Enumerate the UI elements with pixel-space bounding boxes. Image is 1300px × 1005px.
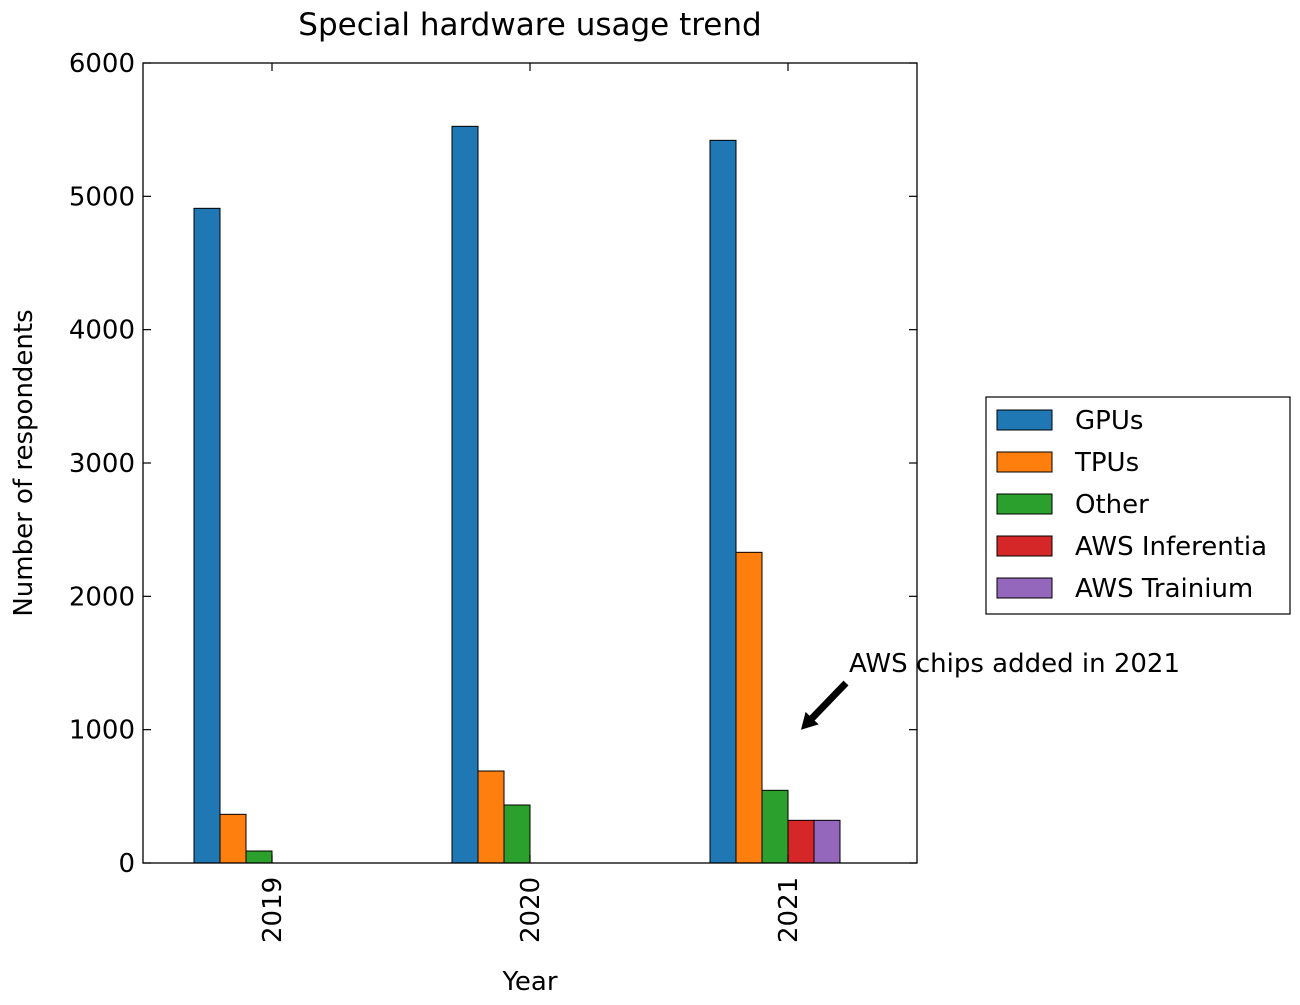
bar-tpus-2019 xyxy=(219,813,247,864)
bar-gpus-2021 xyxy=(709,139,737,864)
legend: GPUs TPUs Other AWS Inferentia AWS Trainium xyxy=(985,396,1291,615)
bar-aws-inferentia-2021 xyxy=(787,819,815,864)
y-tick-label: 3000 xyxy=(69,449,135,479)
bar-tpus-2020 xyxy=(477,770,505,864)
bar-aws-trainium-2021 xyxy=(813,819,841,864)
annotation-text: AWS chips added in 2021 xyxy=(849,649,1180,679)
legend-label-aws-trainium: AWS Trainium xyxy=(1075,574,1253,604)
y-tick-label: 4000 xyxy=(69,316,135,346)
annotation: AWS chips added in 2021 xyxy=(801,649,1180,730)
bar-other-2021 xyxy=(761,789,789,864)
annotation-arrow xyxy=(801,680,849,730)
legend-swatch-tpus xyxy=(996,451,1053,473)
plot-frame xyxy=(142,62,918,864)
bar-gpus-2020 xyxy=(451,125,479,864)
bars-layer xyxy=(193,125,841,864)
y-axis-label: Number of respondents xyxy=(9,309,39,616)
y-tick-label: 5000 xyxy=(69,182,135,212)
y-tick-label: 1000 xyxy=(69,716,135,746)
x-tick-label: 2021 xyxy=(774,877,804,943)
legend-swatch-other xyxy=(996,493,1053,515)
x-tick-label: 2019 xyxy=(258,877,288,943)
ticks-layer: 0 1000 2000 3000 4000 5000 6000 2019 2020 2021 xyxy=(69,49,917,943)
chart-title: Special hardware usage trend xyxy=(298,7,761,43)
bar-other-2020 xyxy=(503,804,531,864)
legend-label-tpus: TPUs xyxy=(1074,448,1139,478)
x-axis-label: Year xyxy=(501,967,557,997)
x-tick-label: 2020 xyxy=(516,877,546,943)
y-tick-label: 0 xyxy=(118,849,135,879)
bar-gpus-2019 xyxy=(193,207,221,864)
legend-label-other: Other xyxy=(1075,490,1149,520)
bar-other-2019 xyxy=(245,850,273,864)
legend-label-aws-inferentia: AWS Inferentia xyxy=(1075,532,1267,562)
legend-label-gpus: GPUs xyxy=(1075,406,1143,436)
y-tick-label: 2000 xyxy=(69,582,135,612)
bar-tpus-2021 xyxy=(735,551,763,864)
legend-swatch-gpus xyxy=(996,409,1053,431)
legend-swatch-aws-inferentia xyxy=(996,535,1053,557)
legend-swatch-aws-trainium xyxy=(996,577,1053,599)
y-tick-label: 6000 xyxy=(69,49,135,79)
